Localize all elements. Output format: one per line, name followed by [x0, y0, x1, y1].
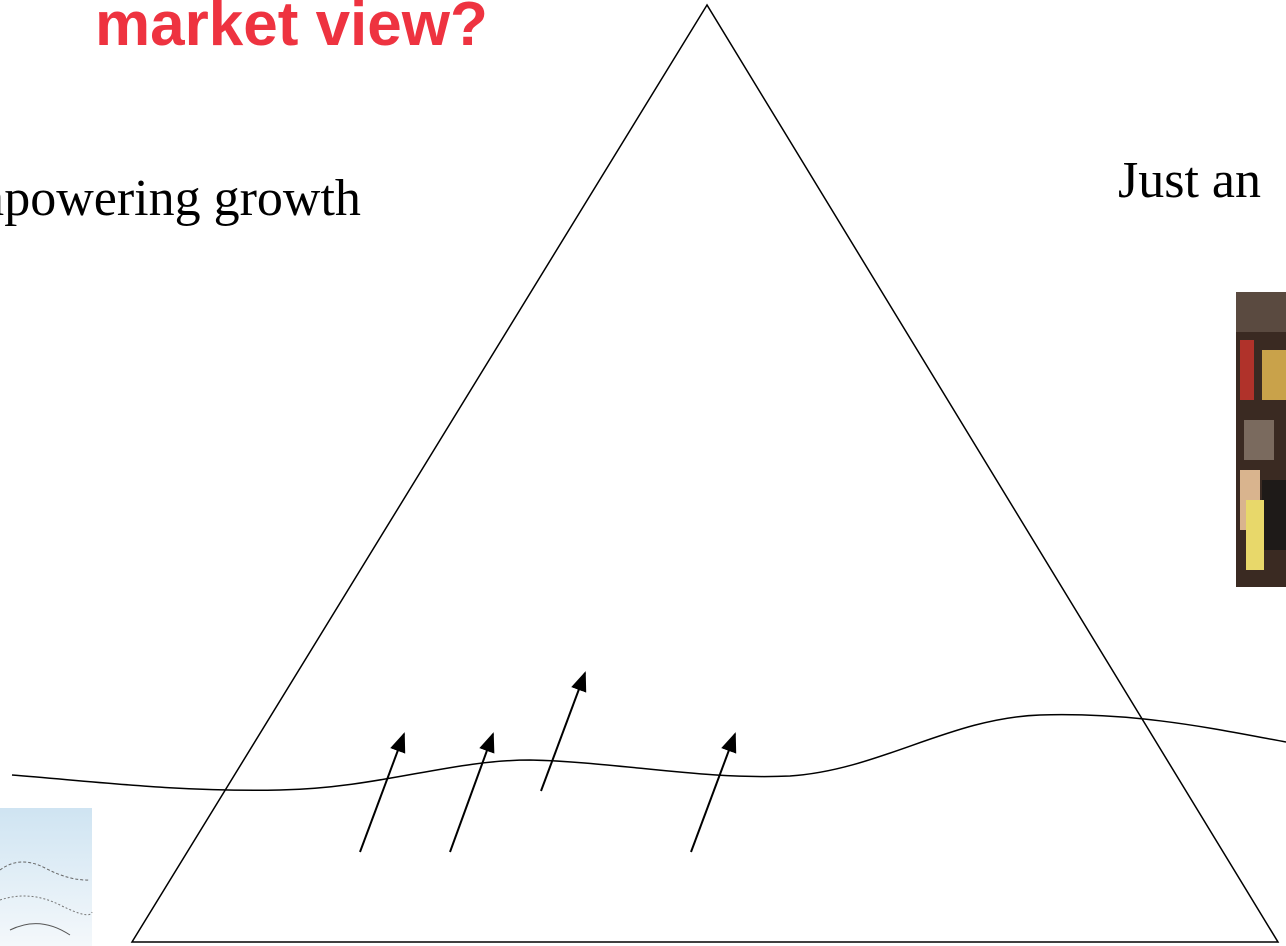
- arrow: [541, 673, 585, 791]
- page: {"slide": {"title": "market view?", "lef…: [0, 0, 1286, 946]
- market-photo: [1236, 292, 1286, 587]
- slide-title: market view?: [95, 0, 488, 59]
- wave-line: [12, 715, 1286, 791]
- sketch-image: [0, 808, 92, 946]
- slide: market view? Empowering growth Just an: [0, 0, 1286, 946]
- pyramid: [132, 5, 1278, 942]
- arrow: [691, 734, 735, 852]
- left-text: Empowering growth: [0, 170, 361, 227]
- arrow: [360, 734, 404, 852]
- arrows: [360, 673, 735, 852]
- arrow: [450, 734, 493, 852]
- right-text: Just an: [1118, 152, 1261, 209]
